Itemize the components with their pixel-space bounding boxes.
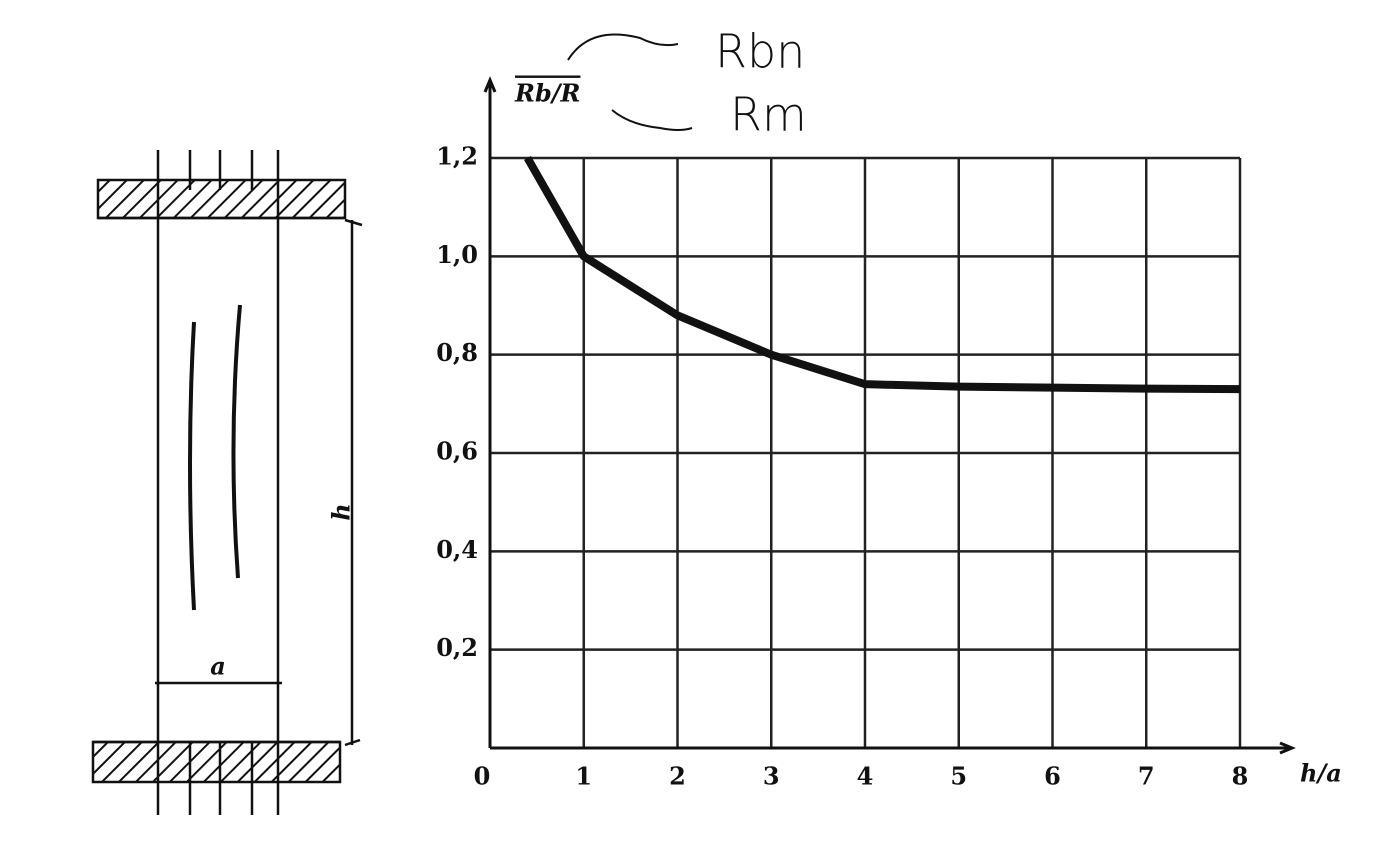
data-line xyxy=(524,156,1241,394)
y-tick-label: 0,2 xyxy=(436,633,478,662)
x-tick-label: 1 xyxy=(575,762,592,791)
specimen xyxy=(91,150,363,815)
top-plate xyxy=(96,178,347,220)
y-tick-label: 1,0 xyxy=(436,240,478,269)
y-tick-label: 0,8 xyxy=(436,338,478,367)
y-tick-label: 0,4 xyxy=(436,535,478,564)
x-tick-label: 2 xyxy=(669,762,686,791)
width-label: a xyxy=(210,652,226,681)
bottom-plate xyxy=(91,740,342,784)
x-tick-label: 7 xyxy=(1138,762,1155,791)
y-axis xyxy=(483,76,497,748)
y-tick-label: 1,2 xyxy=(436,142,478,171)
y-axis-label: Rb/R xyxy=(514,79,580,108)
annotation: Rbn xyxy=(715,25,805,79)
note-curve xyxy=(567,33,679,61)
x-tick-label: 0 xyxy=(474,762,491,791)
x-tick-label: 5 xyxy=(950,762,967,791)
x-tick-label: 3 xyxy=(763,762,780,791)
x-tick-label: 6 xyxy=(1044,762,1061,791)
annotation: Rm xyxy=(730,88,807,142)
y-tick-label: 0,6 xyxy=(436,437,478,466)
note-curve xyxy=(611,109,693,131)
x-tick-label: 4 xyxy=(857,762,874,791)
x-axis-label: h/a xyxy=(1300,759,1342,788)
x-axis xyxy=(490,741,1296,755)
height-label: h xyxy=(327,503,356,520)
x-tick-label: 8 xyxy=(1232,762,1249,791)
